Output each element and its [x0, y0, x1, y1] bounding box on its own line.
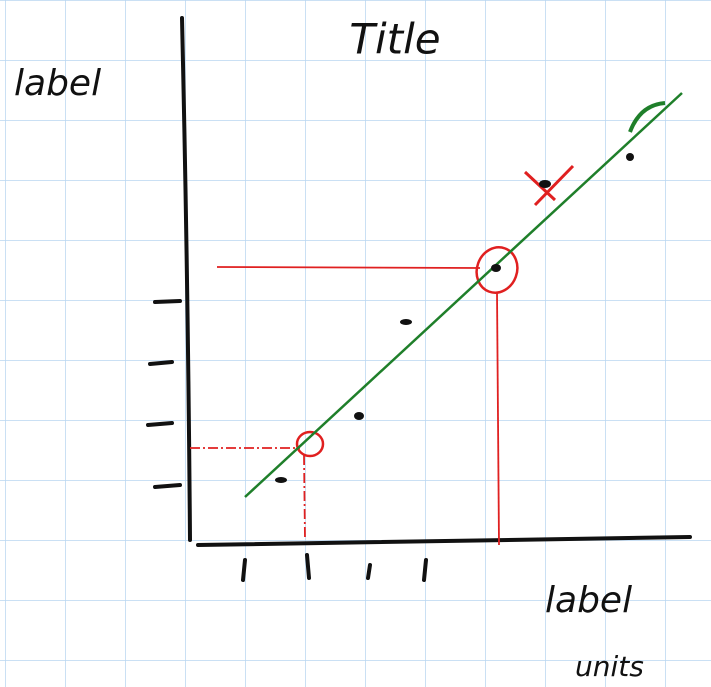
point — [354, 412, 364, 420]
point — [491, 264, 501, 272]
x-axis-units: units — [575, 650, 644, 683]
x-axis-label: label — [545, 580, 632, 621]
title: Title — [349, 15, 440, 64]
point — [400, 319, 412, 325]
point — [626, 153, 634, 161]
y-axis-label: label — [14, 63, 101, 104]
readout-h2 — [217, 267, 480, 268]
sketch: Title label label units — [0, 0, 711, 687]
point — [275, 477, 287, 483]
point — [539, 180, 551, 188]
